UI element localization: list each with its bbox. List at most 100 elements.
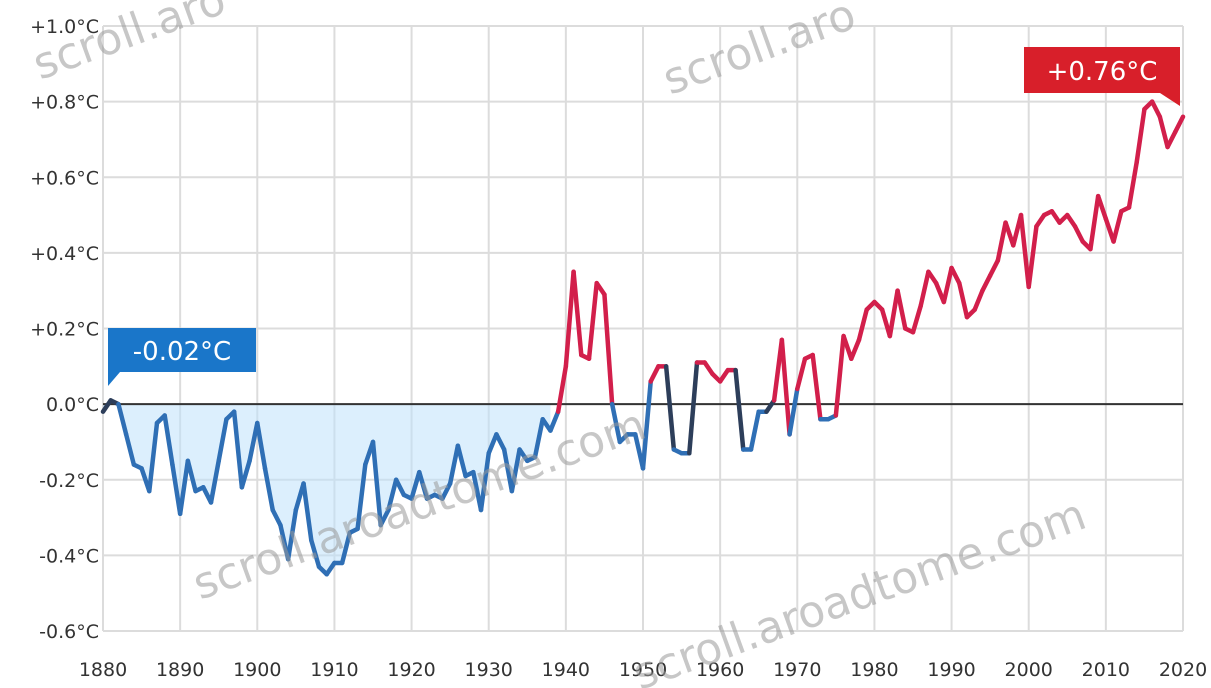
series-segment	[849, 337, 862, 361]
series-segment	[779, 337, 792, 437]
y-tick-label: -0.6°C	[39, 621, 99, 643]
y-tick-label: +0.2°C	[30, 319, 99, 341]
series-segment	[1134, 106, 1147, 165]
x-tick-label: 1970	[773, 659, 821, 681]
series-segment	[987, 258, 1001, 278]
series-segment	[1065, 212, 1078, 229]
series-segment	[378, 507, 391, 528]
series-segment	[147, 420, 160, 494]
series-segment	[239, 458, 252, 490]
series-segment	[856, 307, 869, 343]
series-segment	[895, 288, 908, 331]
series-segment	[972, 288, 985, 312]
x-tick-label: 1940	[542, 659, 590, 681]
series-segment	[370, 439, 383, 528]
series-segment	[170, 462, 183, 517]
series-segment	[355, 462, 368, 532]
series-segment	[1072, 224, 1085, 244]
callout-end-label: +0.76°C	[1047, 57, 1158, 87]
series-segment	[517, 447, 530, 464]
x-tick-label: 1990	[927, 659, 975, 681]
series-segment	[702, 360, 715, 377]
y-tick-label: +0.8°C	[30, 92, 99, 114]
series-segment	[231, 409, 245, 490]
watermark-text: scroll.aro	[656, 0, 862, 105]
x-tick-label: 1880	[79, 659, 127, 681]
series-segment	[478, 451, 491, 513]
y-tick-label: -0.2°C	[39, 470, 99, 492]
series-segment	[1173, 114, 1186, 135]
callout-start-label: -0.02°C	[133, 337, 231, 367]
series-segment	[841, 333, 854, 361]
y-tick-label: +0.4°C	[30, 243, 99, 265]
cool-area-fill	[103, 400, 551, 575]
series-segment	[116, 401, 129, 437]
watermark-text: scroll.aro	[26, 0, 232, 90]
x-tick-label: 1960	[696, 659, 744, 681]
callout-start-pointer	[108, 372, 120, 386]
series-segment	[262, 466, 275, 513]
series-segment	[887, 288, 900, 339]
x-tick-label: 2020	[1159, 659, 1207, 681]
series-segment	[602, 292, 615, 407]
y-tick-label: +0.6°C	[30, 167, 99, 189]
y-tick-label: +1.0°C	[30, 16, 99, 38]
series-segment	[957, 280, 970, 320]
x-tick-label: 1980	[850, 659, 898, 681]
series-segment	[1026, 224, 1039, 290]
series-segment	[1018, 212, 1031, 290]
series-segment	[1095, 193, 1109, 222]
series-segment	[255, 420, 268, 471]
series-segment	[1157, 114, 1170, 150]
series-segment	[1111, 209, 1124, 244]
series-segment	[687, 360, 700, 456]
y-axis-tick-labels: -0.6°C -0.4°C -0.2°C 0.0°C +0.2°C +0.4°C +0.6°…	[30, 16, 99, 643]
series-segment	[918, 269, 931, 309]
series-segment	[980, 273, 993, 293]
series-segment	[926, 269, 939, 286]
series-segment	[563, 269, 576, 369]
series-segment	[586, 280, 599, 361]
series-segment	[1088, 193, 1101, 252]
x-tick-label: 1910	[310, 659, 358, 681]
series-segment	[548, 409, 561, 433]
series-segment	[440, 481, 453, 501]
series-segment	[386, 477, 399, 513]
x-axis-tick-labels: 1880 1890 1900 1910 1920 1930 1940 1950 1960 1970…	[79, 659, 1207, 681]
series-segment	[910, 303, 923, 335]
x-tick-label: 1930	[465, 659, 513, 681]
x-tick-label: 1890	[156, 659, 204, 681]
series-segment	[501, 447, 515, 494]
value-callouts: -0.02°C +0.76°C	[108, 47, 1180, 386]
series-segment	[663, 364, 677, 452]
series-segment	[1049, 209, 1062, 225]
series-segment	[717, 367, 731, 384]
series-segment	[123, 432, 137, 467]
series-segment	[640, 379, 653, 471]
series-segment	[309, 538, 322, 569]
series-segment	[555, 364, 569, 414]
series-segment	[455, 443, 468, 479]
x-tick-label: 1920	[387, 659, 435, 681]
series-segment	[301, 481, 314, 543]
series-segment	[1165, 129, 1178, 150]
series-segment	[162, 413, 175, 467]
y-tick-label: -0.4°C	[39, 545, 99, 567]
series-segment	[648, 364, 661, 384]
series-segment	[339, 530, 353, 566]
anomaly-series	[100, 99, 1186, 577]
series-segment	[995, 220, 1008, 263]
series-segment	[417, 469, 430, 501]
series-segment	[324, 560, 337, 577]
series-segment	[247, 420, 260, 464]
series-segment	[949, 265, 962, 286]
callout-end-box	[1024, 47, 1180, 93]
series-segment	[941, 265, 954, 305]
series-segment	[795, 356, 808, 392]
series-segment	[609, 401, 623, 445]
series-segment	[571, 269, 584, 358]
series-segment	[177, 458, 191, 517]
series-segment	[733, 367, 746, 452]
callout-start-box	[108, 328, 256, 372]
x-tick-label: 2000	[1005, 659, 1053, 681]
